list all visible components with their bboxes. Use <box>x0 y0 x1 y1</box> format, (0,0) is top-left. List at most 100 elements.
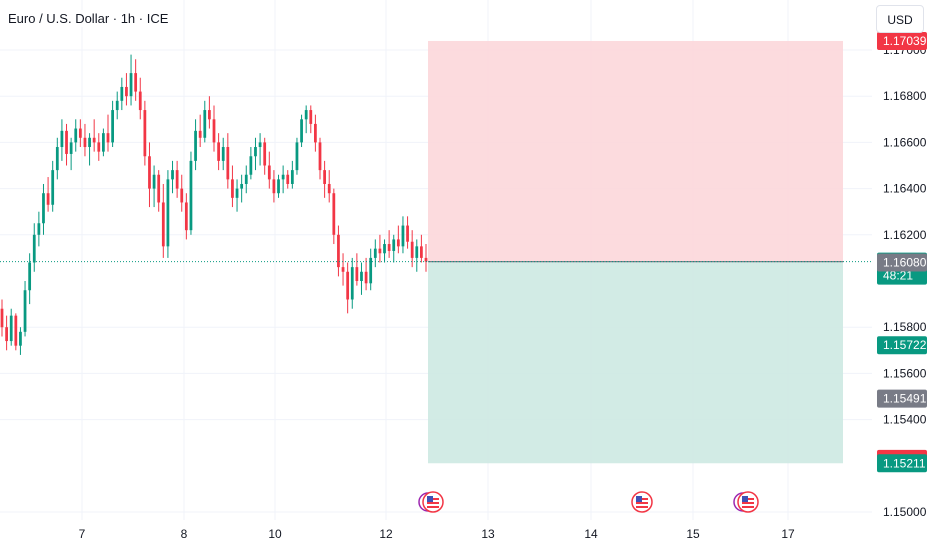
price-tag-bg <box>877 31 927 50</box>
candle-body <box>129 73 133 97</box>
candle <box>420 234 423 263</box>
candle-body <box>19 331 22 346</box>
flag-stripe <box>427 506 439 508</box>
candle <box>111 100 114 148</box>
candle <box>0 299 4 337</box>
candle <box>46 177 50 212</box>
candle-body <box>65 130 68 154</box>
time-tick-label: 7 <box>79 527 86 541</box>
candle <box>373 239 377 268</box>
candle <box>198 114 202 148</box>
candle <box>65 123 68 166</box>
candle-body <box>304 110 308 120</box>
time-tick-label: 8 <box>181 527 188 541</box>
candle-body <box>9 315 13 342</box>
candle <box>152 165 156 208</box>
time-tick-label: 17 <box>781 527 795 541</box>
candle <box>332 188 336 245</box>
candle-body <box>373 248 377 258</box>
candle <box>350 257 354 309</box>
candle <box>166 170 170 258</box>
candle-body <box>115 100 119 111</box>
candle <box>226 133 230 189</box>
price-tag-label: 1.15722 <box>883 338 927 352</box>
candle-body <box>272 179 276 194</box>
candle <box>341 253 345 286</box>
price-tag-label: 1.17039 <box>883 34 927 48</box>
candle-body <box>143 110 147 157</box>
price-tag-bg <box>877 336 927 355</box>
currency-button[interactable]: USD <box>876 5 924 33</box>
candle <box>304 105 308 134</box>
candle-body <box>138 91 142 111</box>
candle-body <box>120 86 124 101</box>
candle-body <box>148 156 151 189</box>
candle-body <box>152 174 156 189</box>
price-tag-countdown: 48:21 <box>883 269 913 283</box>
candle-body <box>14 315 18 346</box>
candle-body <box>378 248 382 254</box>
time-axis[interactable]: 7 8 10 12 13 14 15 17 <box>79 527 795 541</box>
candle-body <box>102 133 105 152</box>
candle <box>143 100 147 166</box>
position-tool[interactable] <box>428 40 843 464</box>
candle <box>19 327 22 355</box>
candle <box>415 239 419 272</box>
price-tag-bg <box>877 253 927 272</box>
candle-body <box>92 137 96 143</box>
candle-body <box>415 246 419 258</box>
candle <box>318 137 322 180</box>
candle-body <box>258 142 262 148</box>
candle-body <box>327 183 331 194</box>
candle-body <box>28 262 32 291</box>
candle <box>424 244 428 272</box>
us-flag-event-icon[interactable] <box>418 491 444 513</box>
candle <box>309 105 313 134</box>
candle <box>235 179 239 212</box>
candle <box>396 225 400 254</box>
price-tick-label: 1.16600 <box>883 135 927 149</box>
candle <box>360 262 363 295</box>
candle-body <box>166 179 170 247</box>
candle <box>5 315 8 351</box>
candle <box>97 133 101 161</box>
candle-body <box>189 160 193 231</box>
candle-body <box>184 202 188 231</box>
flag-stripe <box>636 506 648 508</box>
price-tag: 1.15211 <box>877 454 927 473</box>
candle <box>212 105 216 152</box>
us-flag-event-icon[interactable] <box>631 491 653 513</box>
time-tick-label: 10 <box>268 527 282 541</box>
candle <box>221 137 225 171</box>
candle-body <box>420 246 423 258</box>
candle-body <box>369 257 373 284</box>
candle <box>231 165 234 208</box>
symbol-title: Euro / U.S. Dollar · 1h · ICE <box>6 10 171 27</box>
candle-body <box>300 119 303 143</box>
candle-body <box>290 170 294 184</box>
candle <box>175 160 179 198</box>
price-tag-label: 1.15491 <box>883 392 927 406</box>
price-tags: 1.170391.1608448:211.160801.157221.15491… <box>877 31 927 473</box>
candle <box>92 119 96 152</box>
flag-canton <box>427 496 433 502</box>
candle-body <box>171 170 174 180</box>
candle <box>23 281 27 337</box>
candle-body <box>60 130 64 148</box>
candle-body <box>198 130 202 138</box>
candle <box>102 128 105 157</box>
candle <box>346 262 350 314</box>
candle <box>189 151 193 235</box>
us-flag-event-icon[interactable] <box>733 491 759 513</box>
flag-stripe <box>742 502 754 504</box>
candle-body <box>254 147 257 157</box>
economic-events[interactable] <box>418 491 759 513</box>
flag-stripe <box>636 502 648 504</box>
candle <box>37 211 41 247</box>
candle-body <box>78 128 82 138</box>
candle <box>14 313 18 351</box>
flag-canton <box>636 496 642 502</box>
candle-body <box>249 156 253 175</box>
candle-body <box>194 130 197 161</box>
